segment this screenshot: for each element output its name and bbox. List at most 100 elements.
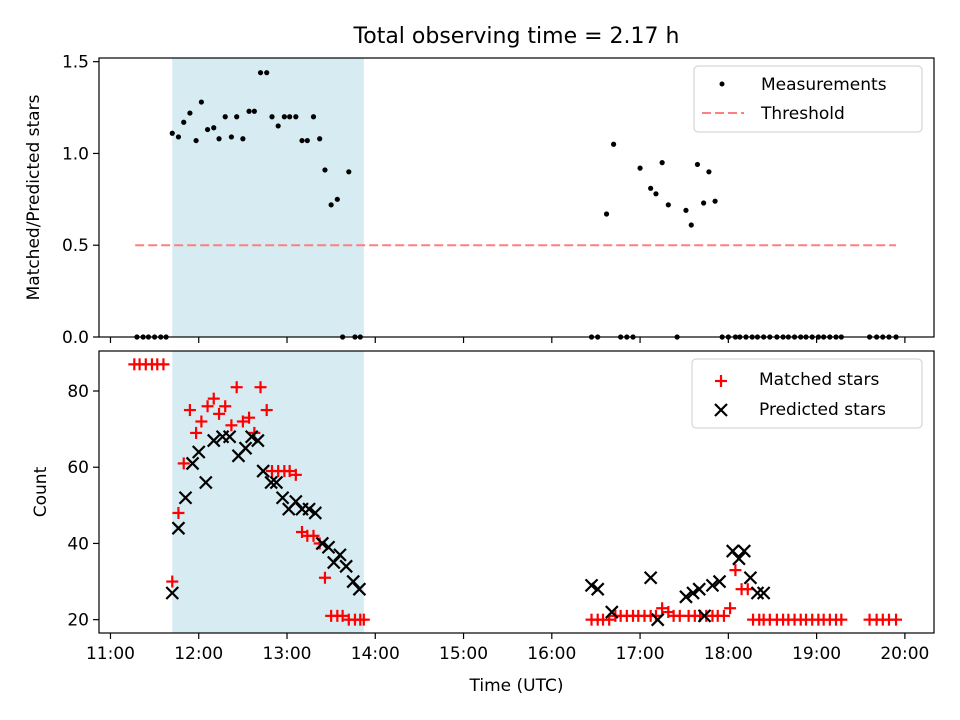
matched-star-point	[649, 609, 662, 622]
predicted-star-point	[185, 456, 200, 471]
predicted-star-point	[165, 586, 180, 600]
predicted-star-point	[244, 429, 259, 444]
measurement-point	[181, 119, 187, 125]
predicted-star-point	[171, 521, 186, 535]
predicted-star-point	[650, 612, 665, 627]
matched-star-point	[195, 415, 208, 428]
matched-star-point	[717, 609, 730, 622]
legend-matched-label: Matched stars	[759, 370, 879, 390]
measurement-point	[304, 137, 310, 144]
matched-star-point	[835, 613, 848, 626]
predicted-star-point	[732, 551, 746, 566]
measurement-point	[334, 196, 340, 202]
top-x-ticks	[109, 337, 906, 343]
x-tick-label: 16:00	[527, 644, 576, 664]
predicted-star-point	[302, 502, 316, 516]
matched-star-point	[254, 381, 267, 394]
x-tick-label: 13:00	[263, 644, 312, 664]
legend-threshold-label: Threshold	[760, 104, 845, 124]
measurement-point	[216, 136, 222, 142]
measurement-point	[712, 198, 718, 204]
predicted-star-point	[269, 475, 284, 490]
predicted-star-point	[737, 544, 752, 558]
predicted-star-point	[321, 540, 336, 555]
measurement-point	[659, 160, 665, 166]
matched-star-point	[236, 415, 249, 428]
matched-star-point	[177, 457, 190, 470]
y-tick-label: 60	[67, 458, 89, 478]
predicted-star-point	[605, 605, 619, 619]
predicted-star-point	[178, 490, 193, 505]
bottom-legend-box	[691, 358, 923, 429]
matched-star-point	[318, 571, 331, 584]
bottom-y-ticks: 20 40 60 80	[67, 382, 99, 631]
measurement-point	[346, 169, 352, 175]
predicted-star-point	[222, 429, 237, 444]
predicted-star-point	[750, 586, 765, 600]
measurement-point	[211, 125, 217, 131]
predicted-star-point	[339, 559, 353, 574]
measurement-point	[175, 134, 182, 140]
predicted-star-point	[352, 582, 367, 596]
top-legend: Measurements Threshold	[693, 65, 923, 133]
matched-star-point	[230, 381, 243, 394]
predicted-star-point	[643, 570, 658, 585]
top-legend-box	[693, 65, 923, 133]
measurement-point	[287, 114, 293, 120]
matched-star-point	[729, 564, 742, 577]
matched-star-point	[213, 407, 226, 420]
matched-star-point	[243, 411, 256, 424]
x-tick-label: 20:00	[880, 644, 929, 664]
predicted-star-point	[697, 609, 712, 623]
x-tick-label: 19:00	[792, 644, 841, 664]
measurement-point	[228, 134, 234, 140]
matched-star-point	[741, 583, 754, 596]
y-tick-label: 20	[67, 611, 89, 631]
measurement-point	[198, 99, 204, 105]
y-tick-label: 0.0	[62, 328, 89, 348]
measurement-point	[275, 123, 281, 129]
matched-star-point	[289, 468, 302, 481]
matched-star-point	[201, 400, 214, 413]
predicted-star-point	[584, 578, 599, 593]
x-axis-label: Time (UTC)	[469, 676, 564, 696]
measurement-point	[204, 126, 211, 133]
bottom-shaded-region	[172, 351, 364, 633]
legend-predicted-marker	[714, 403, 728, 417]
x-tick-label: 17:00	[616, 644, 665, 664]
measurement-point	[694, 161, 701, 168]
predicted-star-point	[256, 464, 270, 478]
measurement-point	[637, 165, 643, 171]
matched-star-point	[656, 602, 669, 615]
matched-star-point	[890, 613, 903, 626]
predicted-star-point	[199, 475, 213, 490]
measurement-point	[293, 114, 299, 120]
x-tick-label: 11:00	[86, 644, 135, 664]
matched-star-point	[225, 419, 238, 432]
measurement-point	[269, 114, 275, 120]
matched-star-point	[307, 529, 320, 542]
measurement-point	[222, 114, 228, 120]
y-tick-label: 0.5	[62, 236, 89, 256]
measurement-point	[310, 114, 317, 120]
predicted-star-point	[308, 506, 323, 520]
measurement-point	[299, 137, 305, 144]
matched-star-point	[260, 404, 273, 417]
measurement-point	[193, 137, 199, 144]
legend-measurements-label: Measurements	[761, 75, 887, 95]
matched-star-point	[357, 613, 370, 626]
measurement-point	[169, 130, 175, 136]
predicted-star-point	[206, 433, 221, 448]
measurement-point	[317, 136, 323, 142]
bottom-predicted-layer	[165, 429, 771, 627]
bottom-y-axis-label: Count	[31, 466, 51, 517]
x-tick-label: 12:00	[174, 644, 223, 664]
measurement-point	[603, 211, 610, 217]
measurement-point	[610, 141, 617, 147]
measurement-point	[251, 108, 257, 114]
matched-star-point	[207, 392, 220, 405]
x-tick-label: 18:00	[704, 644, 753, 664]
measurement-point	[648, 185, 654, 191]
matched-star-point	[166, 575, 179, 588]
